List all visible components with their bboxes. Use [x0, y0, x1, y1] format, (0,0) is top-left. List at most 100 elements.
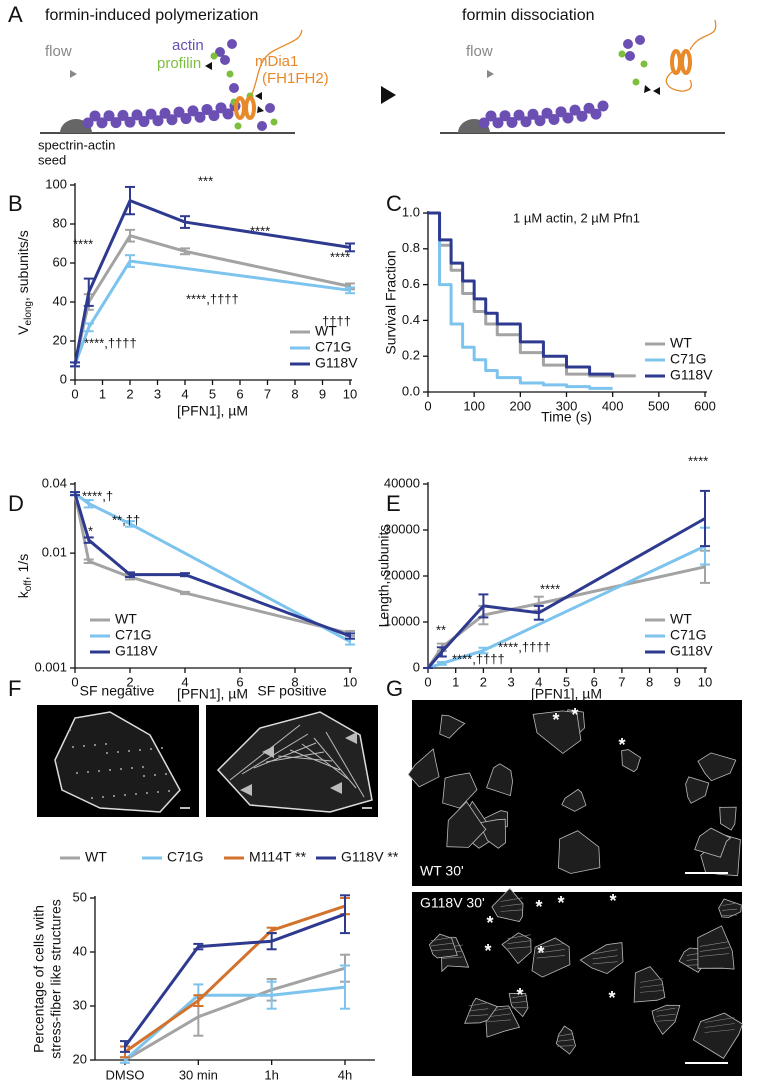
y-axis-label: Length, subunits	[376, 525, 392, 628]
error-bar	[83, 277, 94, 307]
error-bar	[340, 964, 350, 1010]
actin-subunit	[96, 117, 108, 129]
cell	[621, 749, 641, 773]
x-tick-label: 10	[698, 674, 712, 689]
legend-label: M114T **	[249, 849, 307, 865]
actin-subunit	[187, 105, 199, 117]
actin-subunit	[485, 110, 497, 122]
x-tick-label: 4	[181, 386, 188, 401]
error-bar	[125, 185, 135, 216]
arrowhead	[644, 85, 651, 93]
error-bar	[193, 994, 204, 1007]
seed-label: seed	[38, 152, 66, 167]
fiber	[722, 908, 737, 911]
x-tick-label: 4h	[338, 1067, 352, 1080]
fiber	[656, 1019, 676, 1022]
speckle	[106, 752, 108, 754]
legend-label: C71G	[167, 849, 204, 865]
cell	[651, 1004, 681, 1036]
legend-label: WT	[115, 611, 137, 627]
profilin	[234, 122, 242, 130]
fiber	[639, 978, 664, 983]
series-line	[123, 912, 346, 1048]
speckle	[105, 743, 107, 745]
x-tick-label: 0	[424, 398, 431, 413]
annotation: ***	[198, 173, 213, 188]
fiber	[511, 1001, 528, 1004]
x-tick-label: 3	[507, 674, 514, 689]
stress-fibers	[69, 724, 365, 800]
fiber	[640, 984, 664, 988]
x-tick-label: 4	[181, 674, 188, 689]
speckle	[91, 797, 93, 799]
error-bar	[436, 646, 447, 658]
actin-subunit	[131, 109, 143, 121]
asterisk: *	[552, 710, 559, 730]
y-tick-label: 80	[53, 215, 67, 230]
actin-subunit	[506, 116, 518, 128]
error-bar	[436, 661, 447, 666]
cell	[54, 711, 181, 813]
micrograph	[412, 892, 742, 1076]
legend-label: WT	[670, 335, 692, 351]
cell	[557, 830, 601, 874]
flow-arrow	[70, 70, 77, 78]
series-line	[124, 966, 346, 1062]
actin-subunit	[597, 100, 609, 112]
speckle	[72, 746, 74, 748]
y-tick-label: 0.2	[402, 348, 420, 363]
cell	[491, 887, 524, 922]
actin-subunit	[534, 115, 546, 127]
x-tick-label: 5	[563, 674, 570, 689]
cell	[685, 776, 710, 804]
series-line	[428, 211, 613, 390]
actin-monomer	[227, 39, 237, 49]
y-label-sub: elong	[23, 301, 34, 325]
annotation: **	[436, 622, 446, 637]
actin-subunit	[478, 117, 490, 129]
asterisk: *	[571, 705, 578, 725]
speckle	[165, 773, 167, 775]
series-line	[427, 544, 706, 670]
actin-subunit	[548, 114, 560, 126]
y-tick-label: 30	[73, 997, 87, 1012]
seed-label: spectrin-actin	[38, 137, 115, 152]
fiber	[441, 956, 463, 959]
cell	[464, 997, 498, 1024]
x-tick-label: 2	[126, 674, 133, 689]
asterisk: *	[516, 985, 523, 1005]
x-tick-label: 300	[556, 398, 578, 413]
fiber	[592, 955, 618, 960]
actin-subunit	[117, 109, 129, 121]
speckle	[161, 747, 163, 749]
panel-letter: A	[8, 2, 23, 27]
x-axis-label: [PFN1], µM	[531, 686, 602, 702]
x-tick-label: 10	[343, 674, 357, 689]
profilin	[226, 70, 234, 78]
actin-subunit	[499, 110, 511, 122]
x-tick-label: 600	[694, 398, 716, 413]
speckle	[87, 771, 89, 773]
actin-monomer	[220, 55, 230, 65]
panel-letter: G	[386, 676, 403, 701]
fiber	[500, 903, 523, 907]
fiber	[430, 936, 454, 942]
speckle	[120, 768, 122, 770]
asterisk: *	[537, 943, 544, 963]
arrowhead	[262, 746, 274, 758]
panel-letter: C	[386, 191, 402, 216]
annotation: ****	[330, 249, 350, 264]
error-bar	[478, 646, 489, 655]
actin-subunit	[103, 110, 115, 122]
annotation: ****,††††	[498, 639, 551, 654]
speckle	[80, 798, 82, 800]
x-tick-label: 7	[264, 386, 271, 401]
y-label-rest: , 1/s	[15, 554, 31, 580]
fiber	[704, 1017, 735, 1023]
cell	[486, 763, 514, 797]
y-tick-label: 20	[53, 332, 67, 347]
arrowhead	[330, 782, 342, 794]
legend-label: C71G	[115, 627, 152, 643]
error-bar	[345, 632, 355, 640]
image-label: G118V 30'	[420, 895, 485, 911]
